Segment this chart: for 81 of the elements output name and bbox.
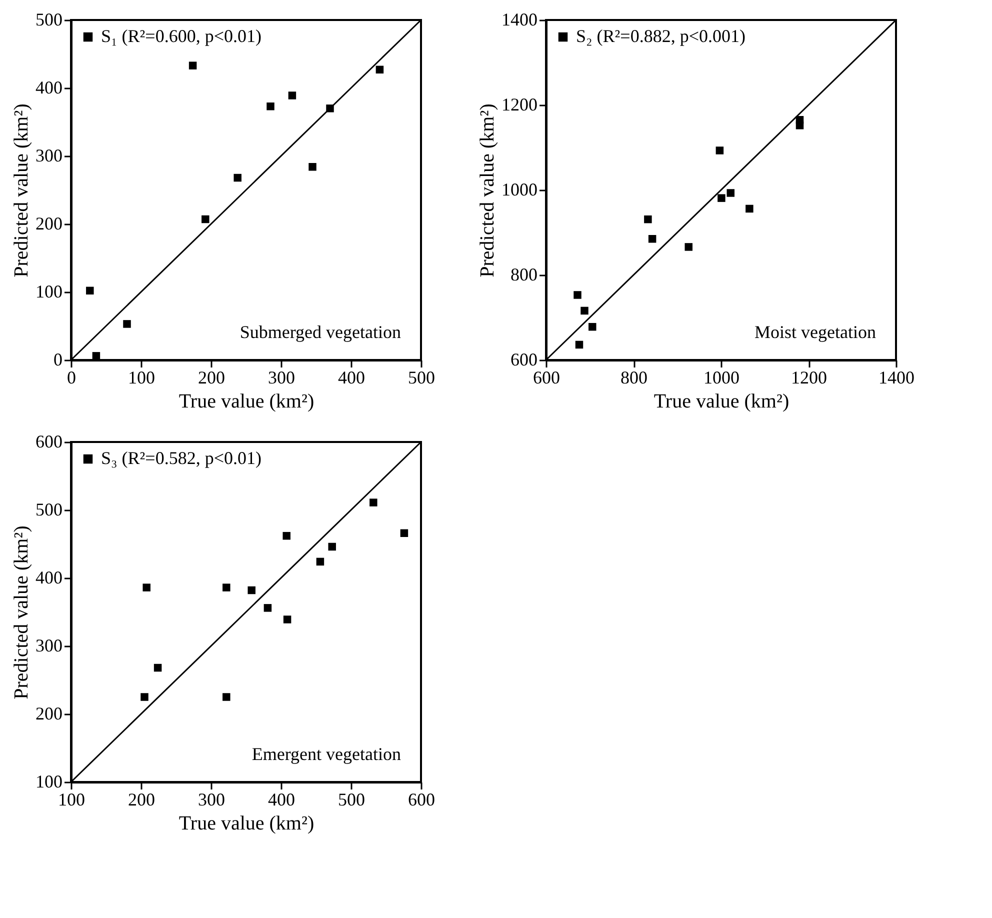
y-tick-label: 1000 [502, 180, 538, 200]
x-tick-label: 400 [338, 368, 365, 388]
point [726, 189, 734, 197]
x-tick-label: 200 [128, 790, 155, 810]
y-axis-title: Predicted value (km²) [10, 104, 32, 278]
x-tick-label: 500 [338, 790, 365, 810]
annotation: Submerged vegetation [240, 322, 401, 342]
point [202, 215, 210, 224]
point [644, 215, 652, 224]
x-tick-label: 600 [408, 790, 435, 810]
point [796, 122, 804, 130]
y-tick-label: 500 [36, 500, 62, 520]
point [222, 584, 230, 592]
point [588, 322, 596, 331]
legend-label: S₂ (R²=0.882, p<0.001) [576, 26, 746, 46]
point [264, 604, 272, 612]
point [234, 174, 242, 182]
point [370, 498, 378, 506]
y-axis-title: Predicted value (km²) [10, 526, 32, 700]
x-tick-label: 200 [198, 368, 225, 388]
x-tick-label: 800 [620, 368, 648, 388]
x-tick-label: 300 [198, 790, 225, 810]
x-tick-label: 1000 [704, 368, 740, 388]
x-tick-label: 1400 [878, 368, 914, 388]
y-tick-label: 600 [36, 432, 62, 452]
y-axis-title: Predicted value (km²) [476, 104, 498, 278]
y-tick-label: 300 [36, 636, 62, 656]
point [248, 586, 256, 594]
point [328, 542, 336, 551]
y-tick-label: 300 [36, 146, 62, 166]
point [308, 163, 316, 171]
y-tick-label: 200 [36, 704, 62, 724]
point [288, 92, 296, 100]
point [142, 584, 150, 592]
x-tick-label: 0 [67, 368, 76, 388]
x-tick-label: 300 [268, 368, 295, 388]
x-tick-label: 100 [58, 790, 85, 810]
point [283, 616, 292, 624]
point [648, 235, 656, 243]
point [282, 532, 290, 540]
y-tick-label: 200 [36, 214, 62, 234]
y-tick-label: 400 [36, 568, 62, 588]
point [575, 340, 584, 349]
x-axis-title: True value (km²) [178, 390, 314, 412]
point [376, 66, 384, 74]
y-tick-label: 100 [36, 282, 62, 302]
point [746, 204, 754, 213]
point [154, 664, 162, 672]
x-axis-title: True value (km²) [178, 812, 314, 834]
y-tick-label: 500 [36, 10, 62, 30]
point [222, 693, 230, 701]
y-tick-label: 1200 [502, 94, 538, 114]
y-tick-label: 600 [510, 350, 538, 370]
point [400, 529, 408, 537]
x-tick-label: 1200 [791, 368, 827, 388]
point [684, 243, 692, 251]
y-tick-label: 800 [510, 264, 538, 284]
point [92, 352, 100, 360]
y-tick-label: 400 [36, 78, 62, 98]
point [188, 62, 197, 70]
legend-label: S₁ (R²=0.600, p<0.01) [101, 26, 262, 46]
x-tick-label: 100 [128, 368, 155, 388]
legend-label: S₃ (R²=0.582, p<0.01) [101, 448, 262, 468]
y-tick-label: 1400 [502, 10, 538, 30]
point [718, 194, 726, 202]
x-axis-title: True value (km²) [654, 390, 790, 412]
point [580, 306, 588, 315]
y-tick-label: 0 [54, 350, 62, 370]
x-tick-label: 400 [268, 790, 295, 810]
x-tick-label: 600 [533, 368, 560, 388]
point [574, 291, 582, 299]
point [716, 146, 724, 154]
annotation: Emergent vegetation [252, 744, 401, 764]
point [123, 320, 131, 328]
point [266, 102, 274, 110]
x-tick-label: 500 [408, 368, 435, 388]
annotation: Moist vegetation [754, 322, 876, 342]
point [86, 286, 94, 295]
y-tick-label: 100 [36, 772, 62, 792]
point [316, 558, 324, 566]
point [140, 693, 148, 701]
